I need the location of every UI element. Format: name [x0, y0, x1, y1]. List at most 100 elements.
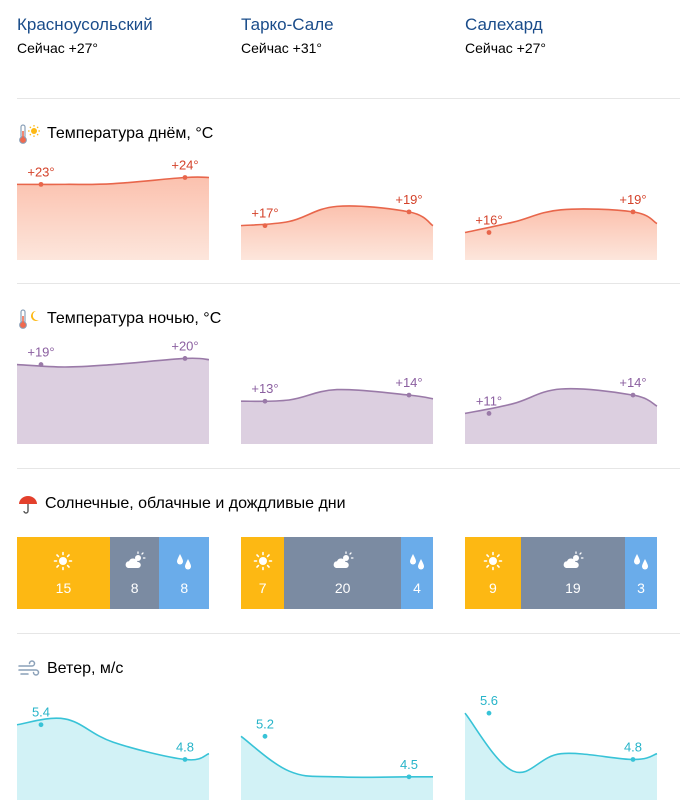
- data-point: [262, 398, 268, 404]
- partly-cloudy-icon: [562, 550, 584, 574]
- chart-line: [16, 176, 210, 186]
- city-link-tarko-sale[interactable]: Тарко-Сале: [241, 15, 334, 34]
- night-temp-chart-krasnousolsky: +19° +20°: [16, 338, 210, 444]
- chart-line: [16, 357, 210, 368]
- data-label: +13°: [251, 381, 278, 396]
- data-point: [262, 223, 268, 229]
- current-temp-krasnousolsky: Сейчас +27°: [17, 40, 99, 56]
- wind-chart-krasnousolsky: 5.4 4.8: [16, 705, 210, 800]
- rainy-days-segment: 8: [159, 537, 209, 609]
- cloudy-days-count: 20: [334, 579, 351, 596]
- days-bar-salekhard: 9 19 3: [465, 537, 657, 609]
- cloudy-days-count: 8: [130, 579, 139, 596]
- data-label: 4.5: [400, 757, 418, 772]
- day-temp-chart-krasnousolsky: +23° +24°: [16, 158, 210, 260]
- days-bar-tarko-sale: 7 20 4: [241, 537, 433, 609]
- data-label: +24°: [171, 158, 198, 173]
- data-point: [630, 392, 636, 398]
- current-temp-tarko-sale: Сейчас +31°: [241, 40, 323, 56]
- sunny-days-segment: 7: [241, 537, 285, 609]
- data-label: 5.2: [256, 716, 274, 731]
- data-point: [262, 733, 268, 739]
- rainy-days-count: 3: [637, 579, 645, 596]
- raindrops-icon: [631, 551, 651, 574]
- divider: [17, 468, 680, 469]
- divider: [17, 98, 680, 99]
- partly-cloudy-icon: [124, 550, 146, 574]
- night-temp-chart-salekhard: +11° +14°: [464, 375, 658, 444]
- data-label: +19°: [395, 192, 422, 207]
- data-point: [38, 181, 44, 187]
- section-title-day-temp: Температура днём, °C: [17, 123, 213, 145]
- sun-icon: [253, 551, 273, 574]
- chart-line: [464, 387, 658, 415]
- cloudy-days-segment: 19: [520, 537, 625, 609]
- data-label: 4.8: [624, 739, 642, 754]
- data-point: [406, 392, 412, 398]
- chart-area: [465, 713, 657, 800]
- cloudy-days-segment: 8: [109, 537, 160, 609]
- day-temp-chart-salekhard: +16° +19°: [464, 192, 658, 260]
- city-link-salekhard[interactable]: Салехард: [465, 15, 543, 34]
- data-point: [38, 722, 44, 728]
- data-label: +23°: [27, 164, 54, 179]
- data-point: [486, 411, 492, 416]
- umbrella-icon: [17, 493, 39, 515]
- chart-area: [241, 389, 433, 444]
- data-point: [38, 362, 44, 367]
- current-temp-salekhard: Сейчас +27°: [465, 40, 547, 56]
- section-title-text: Температура днём, °C: [47, 125, 214, 142]
- data-point: [182, 356, 188, 361]
- section-title-text: Температура ночью, °C: [47, 310, 222, 327]
- sun-icon: [53, 551, 73, 574]
- data-label: +14°: [619, 375, 646, 390]
- partly-cloudy-icon: [332, 550, 354, 574]
- wind-chart-tarko-sale: 5.2 4.5: [240, 716, 433, 800]
- data-point: [630, 757, 636, 762]
- chart-line: [464, 712, 658, 774]
- data-label: 4.8: [176, 739, 194, 754]
- chart-area: [17, 177, 209, 260]
- data-point: [486, 230, 492, 235]
- city-link-krasnousolsky[interactable]: Красноусольский: [17, 15, 153, 34]
- sunny-days-segment: 9: [465, 537, 521, 609]
- chart-line: [240, 205, 434, 227]
- days-bar-krasnousolsky: 15 8 8: [17, 537, 209, 609]
- rainy-days-count: 8: [180, 579, 189, 596]
- chart-area: [17, 358, 209, 444]
- sun-icon: [483, 551, 503, 574]
- sunny-days-count: 9: [488, 579, 497, 596]
- sunny-days-count: 15: [55, 579, 72, 596]
- data-label: +16°: [475, 213, 502, 228]
- section-title-days: Солнечные, облачные и дождливые дни: [17, 493, 346, 515]
- cloudy-days-count: 19: [565, 579, 581, 596]
- divider: [17, 633, 680, 634]
- rainy-days-segment: 4: [400, 537, 433, 609]
- data-point: [182, 175, 188, 180]
- chart-line: [240, 388, 434, 403]
- divider: [17, 283, 680, 284]
- section-title-text: Солнечные, облачные и дождливые дни: [45, 495, 346, 512]
- data-point: [182, 757, 188, 762]
- cloudy-days-segment: 20: [284, 537, 401, 609]
- chart-area: [465, 388, 657, 444]
- thermometer-moon-icon: [17, 308, 41, 330]
- section-title-night-temp: Температура ночью, °C: [17, 308, 221, 330]
- data-point: [406, 774, 412, 780]
- chart-area: [241, 205, 433, 260]
- data-label: +14°: [395, 375, 422, 390]
- sunny-days-count: 7: [258, 579, 267, 596]
- chart-area: [17, 718, 209, 800]
- chart-line: [464, 208, 658, 234]
- data-label: +19°: [619, 192, 646, 207]
- chart-area: [241, 736, 433, 800]
- data-label: 5.6: [480, 693, 498, 708]
- data-label: +17°: [251, 206, 278, 221]
- data-label: +20°: [171, 338, 198, 353]
- day-temp-chart-tarko-sale: +17° +19°: [240, 192, 434, 260]
- raindrops-icon: [174, 551, 194, 574]
- data-label: +19°: [27, 345, 54, 360]
- rainy-days-segment: 3: [624, 537, 657, 609]
- rainy-days-count: 4: [413, 579, 421, 596]
- wind-chart-salekhard: 5.6 4.8: [464, 693, 658, 800]
